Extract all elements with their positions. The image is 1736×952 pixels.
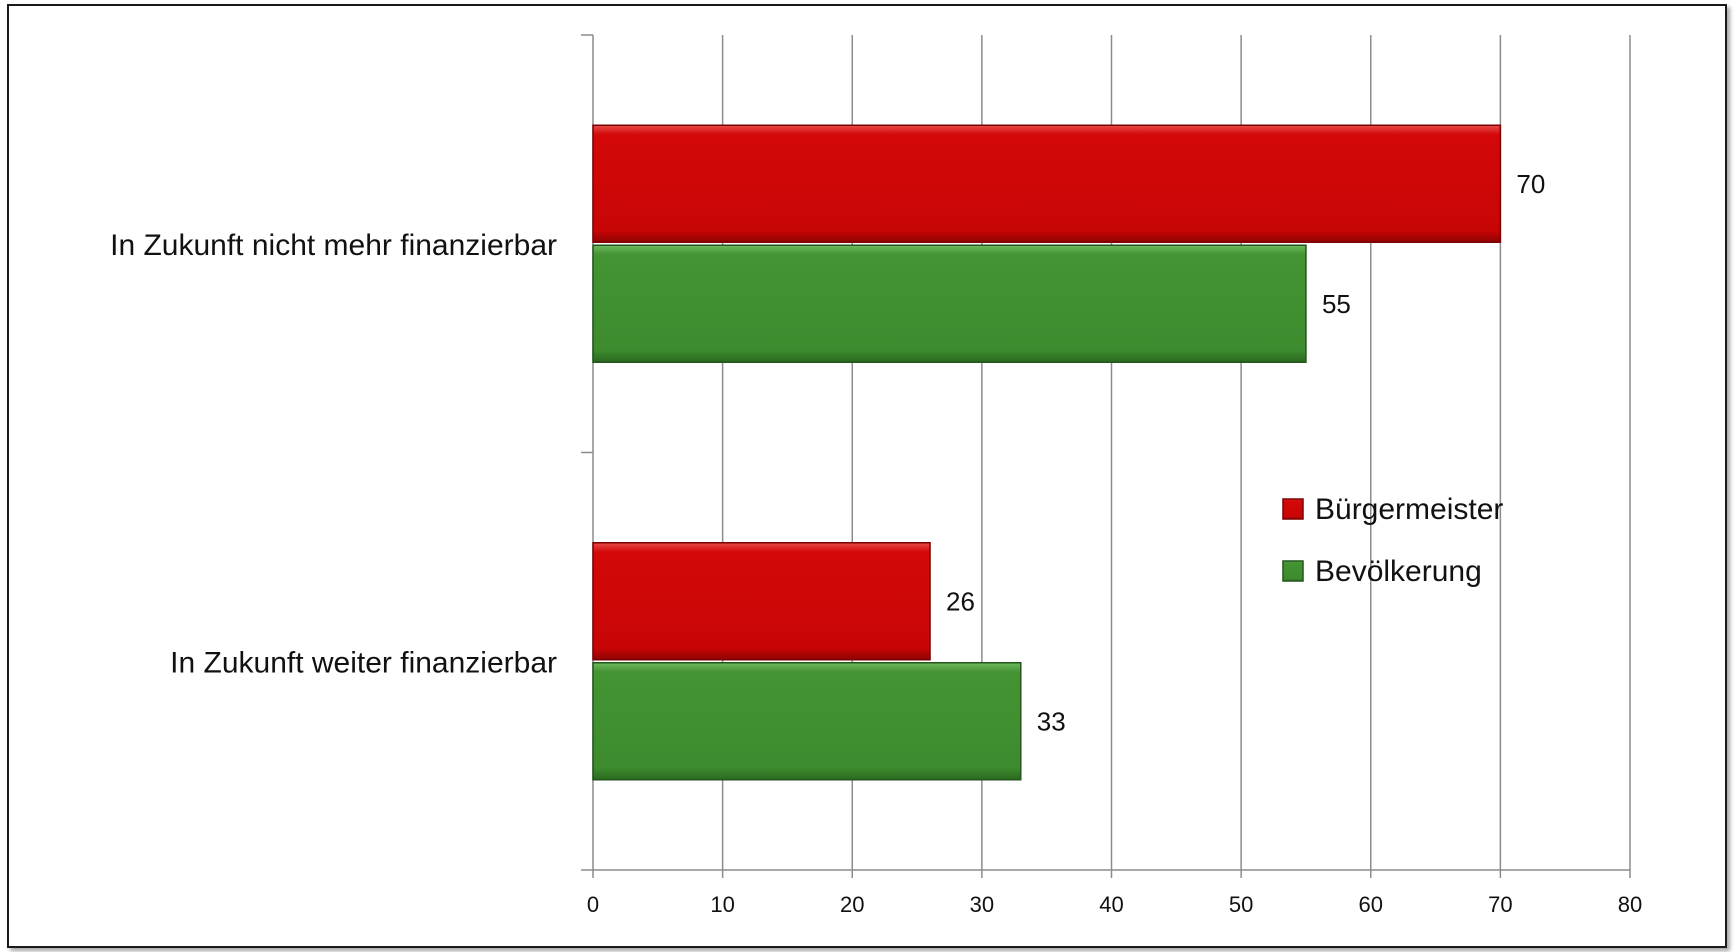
x-tick-label: 0 <box>587 892 599 917</box>
bar-bevoelkerung <box>592 662 1022 781</box>
x-tick-label: 60 <box>1359 892 1383 917</box>
legend-label: Bevölkerung <box>1315 555 1482 588</box>
bars <box>592 124 1502 781</box>
x-tick-label: 40 <box>1099 892 1123 917</box>
x-tick-label: 20 <box>840 892 864 917</box>
legend-label: Bürgermeister <box>1315 493 1503 526</box>
data-label: 26 <box>946 586 975 616</box>
data-label: 33 <box>1037 706 1066 736</box>
labels: 0 10 20 30 40 50 60 70 80 70 55 In Zukunft nicht me… <box>110 169 1642 917</box>
category-label: In Zukunft nicht mehr finanzierbar <box>110 229 557 262</box>
data-label: 70 <box>1516 169 1545 199</box>
category-label: In Zukunft weiter finanzierbar <box>170 646 557 679</box>
bar-buergermeister <box>592 124 1502 243</box>
x-tick-label: 80 <box>1618 892 1642 917</box>
legend: Bürgermeister Bevölkerung <box>1282 493 1503 588</box>
data-label: 55 <box>1322 289 1351 319</box>
bar-buergermeister <box>592 542 931 661</box>
x-tick-label: 10 <box>710 892 734 917</box>
x-tick-label: 30 <box>970 892 994 917</box>
legend-swatch-buergermeister <box>1282 498 1304 520</box>
legend-swatch-bevoelkerung <box>1282 560 1304 582</box>
x-tick-label: 70 <box>1488 892 1512 917</box>
x-tick-label: 50 <box>1229 892 1253 917</box>
bar-bevoelkerung <box>592 244 1307 363</box>
